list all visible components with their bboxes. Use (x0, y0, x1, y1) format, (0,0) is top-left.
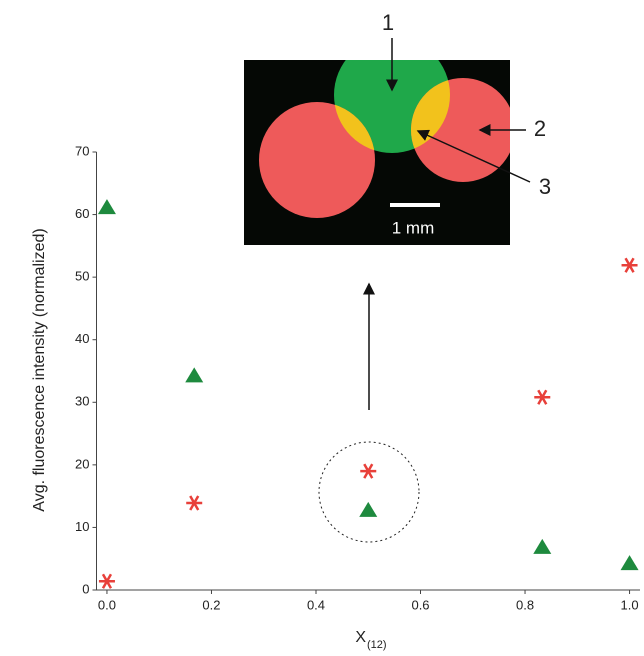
chart: 1 mm 1 2 3 Avg. fluorescence intensity (… (0, 0, 644, 656)
point (185, 367, 203, 382)
x-tick-label: 0.0 (98, 597, 116, 612)
y-tick-label: 0 (82, 581, 89, 596)
annotation: 2 (534, 116, 546, 141)
point (360, 464, 376, 478)
point (98, 199, 116, 214)
point (359, 502, 377, 517)
x-tick-label: 0.8 (516, 597, 534, 612)
x-tick-label: 0.2 (202, 597, 220, 612)
x-axis-label-subscript: (12) (367, 639, 387, 651)
scale-label: 1 mm (392, 218, 435, 237)
y-tick-label: 40 (75, 331, 89, 346)
y-tick-label: 70 (75, 143, 89, 158)
x-tick-label: 1.0 (621, 597, 639, 612)
x-axis-label: X (355, 629, 366, 646)
y-tick-label: 30 (75, 394, 89, 409)
point (534, 390, 550, 404)
y-tick-label: 60 (75, 206, 89, 221)
highlight-circle (319, 442, 419, 542)
inset-image (244, 37, 515, 245)
x-tick-label: 0.6 (411, 597, 429, 612)
point (186, 496, 202, 510)
point (99, 574, 115, 588)
y-tick-label: 10 (75, 519, 89, 534)
x-tick-label: 0.4 (307, 597, 325, 612)
point (622, 258, 638, 272)
y-tick-label: 20 (75, 456, 89, 471)
y-tick-label: 50 (75, 269, 89, 284)
point (621, 555, 639, 570)
point (533, 539, 551, 554)
annotation: 1 (382, 10, 394, 35)
annotation: 3 (539, 174, 551, 199)
y-axis-label: Avg. fluorescence intensity (normalized) (31, 228, 48, 511)
